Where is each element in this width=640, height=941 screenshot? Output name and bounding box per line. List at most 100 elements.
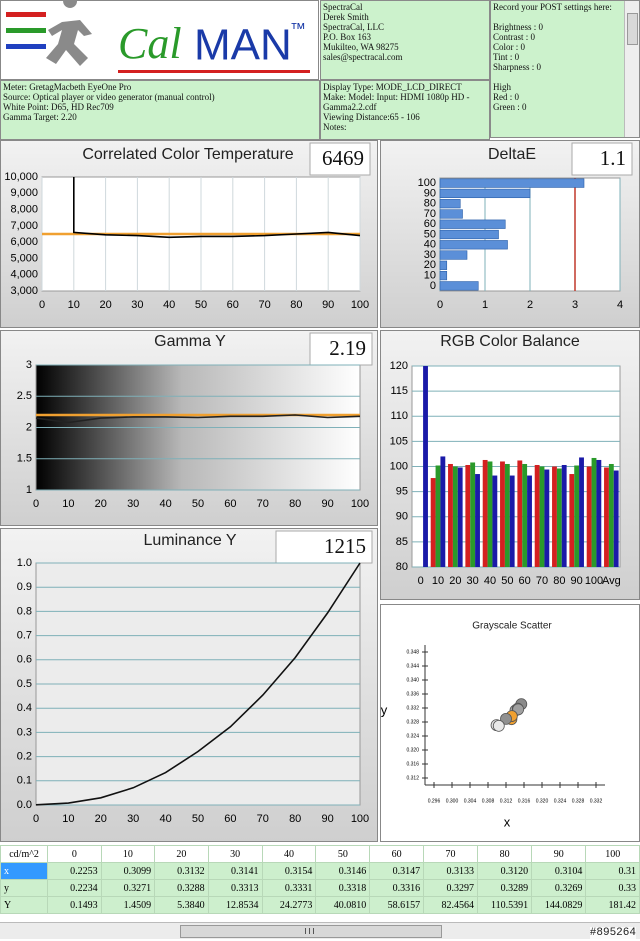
bar (534, 464, 540, 567)
y-tick-label: 0.320 (406, 747, 419, 753)
y-tick-label: 0.4 (17, 702, 32, 714)
table-cell[interactable]: y (0, 879, 49, 897)
table-cell[interactable]: 0.2234 (47, 879, 102, 897)
table-cell[interactable]: 0.3271 (100, 879, 156, 897)
table-cell[interactable]: 20 (154, 845, 209, 863)
table-cell[interactable]: 0.3147 (369, 862, 425, 880)
info-line: Sharpness : 0 (493, 62, 541, 72)
bar (439, 219, 506, 229)
info-line: Derek Smith (323, 12, 369, 22)
y-tick-label: 50 (424, 228, 436, 240)
table-cell[interactable]: 0.3331 (261, 879, 317, 897)
table-cell[interactable]: 0.3316 (369, 879, 425, 897)
table-cell[interactable]: 30 (207, 845, 263, 863)
table-cell[interactable]: 12.8534 (207, 896, 263, 914)
bar (439, 178, 585, 188)
table-cell[interactable]: cd/m^2 (0, 845, 49, 863)
table-cell[interactable]: 100 (585, 845, 640, 863)
table-cell[interactable]: 0.3133 (423, 862, 478, 880)
table-cell[interactable]: 40.0810 (315, 896, 371, 914)
table-cell[interactable]: 0 (47, 845, 102, 863)
x-tick-label: 60 (224, 813, 236, 825)
x-tick-label: 80 (289, 498, 301, 510)
table-cell[interactable]: 181.42 (585, 896, 640, 914)
bar (439, 260, 448, 270)
x-tick-label: 100 (585, 575, 603, 587)
bar (439, 250, 468, 260)
table-cell[interactable]: 0.3154 (261, 862, 317, 880)
table-cell[interactable]: 144.0829 (531, 896, 587, 914)
table-cell[interactable]: 50 (315, 845, 371, 863)
table-cell[interactable]: 0.1493 (47, 896, 102, 914)
table-cell[interactable]: 0.3104 (531, 862, 587, 880)
table-row: y 0.2234 0.3271 0.3288 0.3313 0.3331 0.3318 0.3… (0, 879, 640, 897)
table-cell[interactable]: 0.31 (585, 862, 640, 880)
table-cell[interactable]: 0.3313 (207, 879, 263, 897)
info-line: Brightness : 0 (493, 22, 544, 32)
bar (509, 475, 515, 567)
table-cell[interactable]: 0.3269 (531, 879, 587, 897)
logo-man: MAN (194, 21, 292, 70)
bar (423, 366, 428, 567)
info-line: Make: Model: Input: HDMI 1080p HD - Gamm… (323, 92, 470, 112)
bar (492, 475, 498, 567)
table-cell[interactable]: 70 (423, 845, 478, 863)
bar (613, 470, 619, 567)
y-tick-label: 120 (390, 360, 408, 372)
table-cell[interactable]: 0.3297 (423, 879, 478, 897)
y-tick-label: 0.8 (17, 605, 32, 617)
table-cell[interactable]: 24.2773 (261, 896, 317, 914)
table-cell[interactable]: 0.3289 (476, 879, 533, 897)
table-cell[interactable]: 10 (100, 845, 156, 863)
chart-title: DeltaE (488, 146, 536, 163)
x-tick-label: 3 (572, 299, 578, 311)
y-tick-label: 6,000 (10, 236, 38, 248)
y-tick-label: 95 (396, 486, 408, 498)
bar (544, 469, 550, 567)
table-cell[interactable]: 58.6157 (369, 896, 425, 914)
horizontal-scrollbar[interactable] (0, 922, 640, 939)
table-cell[interactable]: 60 (369, 845, 425, 863)
y-tick-label: 1.0 (17, 557, 32, 569)
table-cell[interactable]: 0.3141 (207, 862, 263, 880)
x-tick-label: 50 (192, 498, 204, 510)
data-line (73, 177, 361, 239)
bar (539, 466, 545, 567)
table-cell[interactable]: 0.3132 (154, 862, 209, 880)
scroll-thumb[interactable] (180, 925, 442, 938)
table-cell[interactable]: 40 (261, 845, 317, 863)
x-tick-label: 40 (163, 299, 175, 311)
table-cell[interactable]: 80 (476, 845, 533, 863)
table-cell[interactable]: 5.3840 (154, 896, 209, 914)
x-tick-label: 70 (257, 498, 269, 510)
table-cell[interactable]: 0.3099 (100, 862, 156, 880)
table-cell[interactable]: 110.5391 (476, 896, 533, 914)
y-tick-label: 70 (424, 208, 436, 220)
table-cell[interactable]: 0.3120 (476, 862, 533, 880)
y-tick-label: 0.332 (406, 705, 419, 711)
bar (470, 462, 476, 567)
table-cell[interactable]: x (0, 862, 49, 880)
table-cell[interactable]: 0.3288 (154, 879, 209, 897)
table-cell[interactable]: 1.4509 (100, 896, 156, 914)
table-cell[interactable]: Y (0, 896, 49, 914)
x-tick-label: 40 (159, 813, 171, 825)
info-line: SpectraCal (323, 2, 363, 12)
table-cell[interactable]: 82.4564 (423, 896, 478, 914)
bar (556, 468, 562, 567)
scrollbar[interactable] (624, 1, 639, 137)
table-cell[interactable]: 0.2253 (47, 862, 102, 880)
x-tick-label: 30 (131, 299, 143, 311)
bar (465, 464, 471, 567)
x-tick-label: 20 (95, 498, 107, 510)
table-cell[interactable]: 90 (531, 845, 587, 863)
table-cell[interactable]: 0.3318 (315, 879, 371, 897)
y-tick-label: 0.9 (17, 581, 32, 593)
x-tick-label: 20 (95, 813, 107, 825)
x-tick-label: Avg (602, 575, 621, 587)
scroll-thumb[interactable] (627, 13, 638, 45)
x-tick-label: 0.320 (536, 798, 549, 804)
table-cell[interactable]: 0.3146 (315, 862, 371, 880)
table-cell[interactable]: 0.33 (585, 879, 640, 897)
